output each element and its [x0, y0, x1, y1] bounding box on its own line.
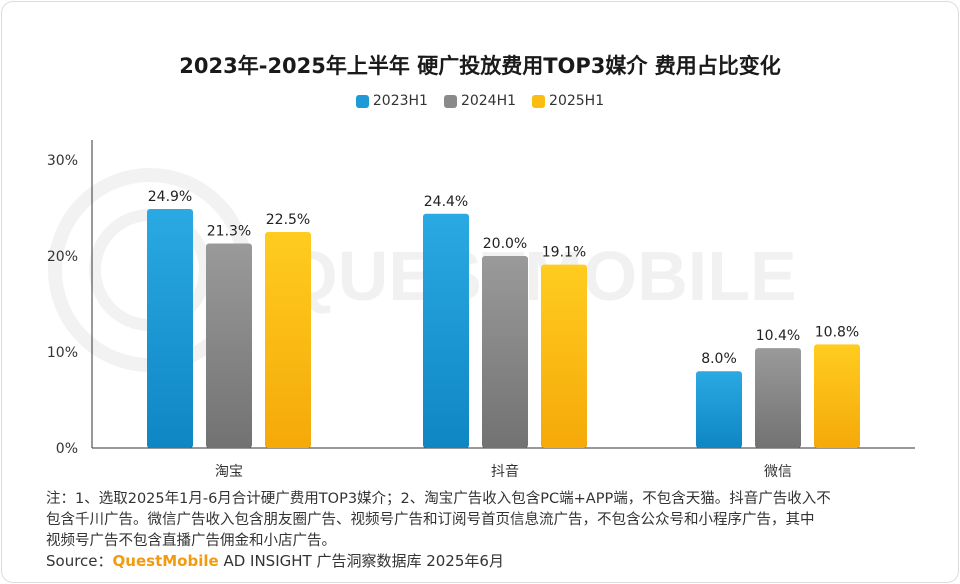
- bar-2023h1-1: [147, 208, 193, 448]
- data-label: 19.1%: [542, 245, 586, 261]
- footnote-line-3: 视频号广告不包含直播广告佣金和小店广告。: [46, 533, 336, 549]
- data-label: 22.5%: [266, 212, 310, 228]
- y-tick-label: 20%: [47, 249, 78, 265]
- data-label: 20.0%: [483, 236, 527, 252]
- bars: 24.9% 21.3% 22.5% 24.4% 20.0% 19.1% 8.0% 10.4% 1…: [147, 189, 860, 448]
- watermark-text: QUESTMOBILE: [283, 237, 796, 315]
- legend: 2023H1 2024H1 2025H1: [0, 93, 960, 109]
- legend-label-2024h1: 2024H1: [460, 93, 517, 109]
- legend-label-2023h1: 2023H1: [372, 93, 428, 109]
- data-label: 24.9%: [148, 189, 192, 205]
- bar-2023h1-2: [423, 213, 469, 448]
- footnotes: 注：1、选取2025年1月-6月合计硬广费用TOP3媒介；2、淘宝广告收入包含P…: [46, 489, 916, 552]
- legend-label-2025h1: 2025H1: [549, 93, 605, 109]
- y-tick-label: 0%: [56, 441, 78, 457]
- bar-2024h1-2: [482, 256, 528, 448]
- legend-item-2023h1: 2023H1: [355, 93, 428, 109]
- bar-2025h1-2: [541, 264, 587, 448]
- data-label: 10.4%: [756, 328, 800, 344]
- source-line: Source：QuestMobile AD INSIGHT 广告洞察数据库 20…: [46, 550, 504, 571]
- data-label: 8.0%: [701, 351, 737, 367]
- data-label: 21.3%: [207, 224, 251, 240]
- footnote-line-1: 注：1、选取2025年1月-6月合计硬广费用TOP3媒介；2、淘宝广告收入包含P…: [46, 491, 831, 507]
- x-tick-label: 淘宝: [215, 464, 243, 480]
- y-tick-label: 30%: [47, 153, 78, 169]
- x-tick-label: 抖音: [491, 463, 519, 480]
- source-brand: QuestMobile: [112, 552, 219, 570]
- legend-item-2025h1: 2025H1: [532, 93, 604, 109]
- source-suffix: AD INSIGHT 广告洞察数据库 2025年6月: [223, 552, 504, 570]
- bar-2023h1-3: [696, 371, 742, 448]
- source-prefix: Source：: [46, 552, 113, 570]
- legend-swatch-2024h1: [443, 94, 457, 108]
- bar-2025h1-3: [814, 344, 860, 448]
- legend-swatch-2025h1: [532, 94, 546, 108]
- bar-2025h1-1: [265, 232, 311, 448]
- legend-item-2024h1: 2024H1: [443, 93, 517, 109]
- legend-swatch-2023h1: [355, 94, 369, 108]
- bar-2024h1-1: [206, 243, 252, 448]
- data-label: 10.8%: [815, 324, 859, 340]
- x-tick-label: 微信: [764, 464, 792, 480]
- watermark: QUESTMOBILE: [48, 168, 797, 372]
- bar-2024h1-3: [755, 348, 801, 448]
- data-label: 24.4%: [424, 194, 468, 210]
- footnote-line-2: 包含千川广告。微信广告收入包含朋友圈广告、视频号广告和订阅号首页信息流广告，不包…: [46, 512, 815, 528]
- chart-title: 2023年-2025年上半年 硬广投放费用TOP3媒介 费用占比变化: [179, 54, 781, 78]
- y-tick-label: 10%: [47, 345, 78, 361]
